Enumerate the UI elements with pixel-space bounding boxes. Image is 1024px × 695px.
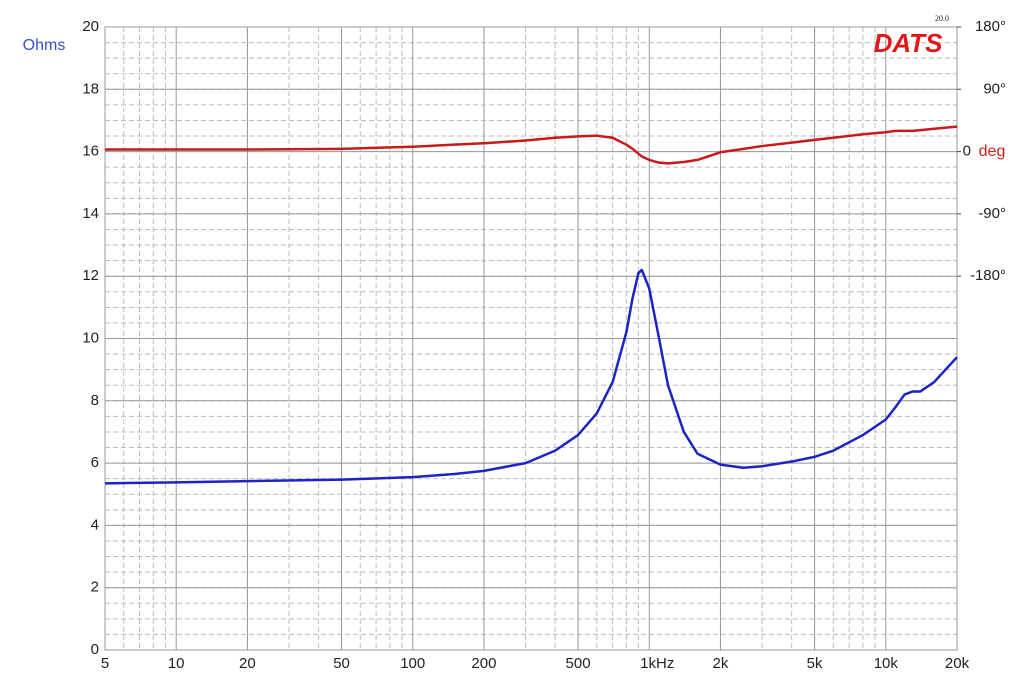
x-tick-label: 1kHz	[640, 655, 674, 672]
x-tick-label: 100	[400, 655, 425, 672]
y2-tick-label: 0	[963, 143, 971, 160]
x-tick-label: 50	[333, 655, 350, 672]
y-tick-label: 8	[91, 392, 99, 409]
x-tick-label: 10k	[874, 655, 899, 672]
y2-tick-label: 180°	[975, 18, 1006, 35]
series-line	[105, 125, 958, 165]
y-tick-label: 12	[82, 267, 99, 284]
y-tick-label: 14	[82, 205, 99, 222]
y-tick-label: 6	[91, 454, 99, 471]
y-tick-label: 4	[91, 516, 99, 533]
x-tick-label: 200	[471, 655, 496, 672]
y2-tick-label: -180°	[970, 267, 1006, 284]
x-tick-label: 20	[239, 655, 256, 672]
x-tick-label: 500	[566, 655, 591, 672]
y2-tick-label: 90°	[983, 80, 1006, 97]
series-line	[104, 268, 958, 485]
y-tick-label: 20	[82, 18, 99, 35]
y-tick-label: 10	[82, 329, 99, 346]
x-tick-label: 20k	[945, 655, 970, 672]
y-tick-label: 18	[82, 80, 99, 97]
y-axis-label: Ohms	[23, 37, 66, 54]
version: 20.0	[935, 14, 949, 23]
x-tick-label: 2k	[713, 655, 729, 672]
x-tick-label: 5k	[807, 655, 823, 672]
y-tick-label: 2	[91, 579, 99, 596]
logo: DATS	[874, 28, 944, 58]
y2-axis-label: deg	[979, 143, 1006, 160]
x-tick-label: 10	[168, 655, 185, 672]
y-tick-label: 0	[91, 641, 99, 658]
y2-tick-label: -90°	[978, 205, 1006, 222]
x-tick-label: 5	[101, 655, 109, 672]
y-tick-label: 16	[82, 143, 99, 160]
